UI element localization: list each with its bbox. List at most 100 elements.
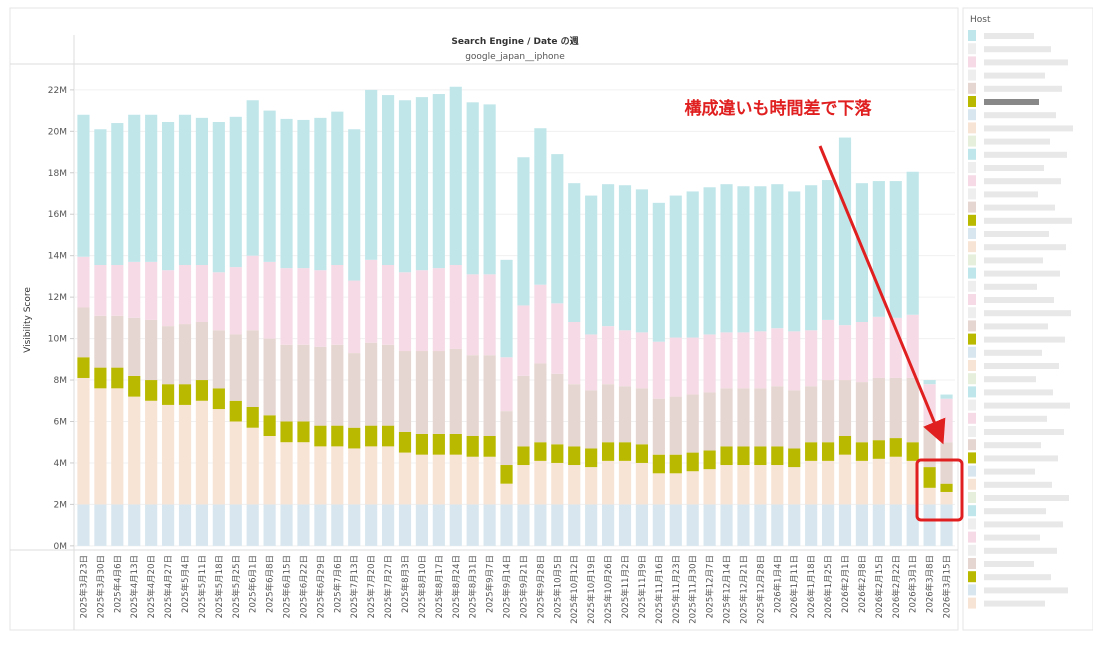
bar-segment [720,504,733,546]
bar-segment [348,504,361,546]
bar-segment [534,504,547,546]
bar-segment [517,504,530,546]
bar-segment [788,448,801,468]
bar-segment [805,504,818,546]
x-tick-label: 2025年8月17日 [434,555,445,618]
bar-segment [246,330,259,407]
bar-segment [449,265,462,349]
x-tick-label: 2026年1月18日 [806,555,817,618]
bar-segment [449,504,462,546]
bar-segment [737,186,750,333]
bar-segment [754,388,767,447]
bar-segment [297,421,310,443]
bar-segment [415,351,429,434]
bar-segment [195,265,209,323]
legend-blurred-label [984,151,1067,158]
bar-segment [398,351,412,432]
bar-segment [212,409,225,505]
bar-segment [415,454,429,505]
legend-swatch [968,135,976,147]
bar-segment [314,117,327,271]
bar-segment [872,316,885,378]
bar-segment [314,504,327,546]
legend-swatch [968,320,976,332]
bar-segment [111,388,124,505]
bar-segment [128,375,141,397]
bar-segment [855,442,869,461]
x-tick-label: 2026年2月1日 [840,555,851,613]
bar-segment [449,454,462,505]
bar-segment [432,351,445,434]
bar-segment [872,458,885,505]
bar-segment [381,265,395,345]
bar-segment [500,411,513,466]
legend-blurred-label [984,468,1035,475]
x-tick-label: 2025年11月2日 [620,555,631,618]
x-tick-label: 2025年10月19日 [586,555,597,624]
bar-segment [161,404,175,505]
legend-blurred-label [984,363,1059,369]
bar-segment [263,436,276,505]
x-tick-label: 2025年11月9日 [637,555,648,618]
bar-segment [466,504,479,546]
bar-segment [754,465,767,505]
legend-swatch [968,267,976,279]
bar-segment [178,265,192,325]
bar-segment [145,261,158,320]
legend-blurred-label [984,46,1051,53]
bar-segment [838,504,852,546]
x-tick-label: 2025年6月1日 [248,555,259,613]
bar-segment [161,270,175,327]
legend-blurred-label [984,244,1066,251]
legend-blurred-label [984,217,1072,224]
legend-swatch [968,571,976,583]
legend-swatch [968,122,976,134]
bar-segment [94,367,107,389]
bar-segment [805,460,818,505]
bar-segment [449,433,462,455]
x-tick-label: 2025年8月24日 [451,555,462,618]
x-tick-label: 2025年5月25日 [231,555,242,618]
bar-segment [855,382,869,443]
legend-blurred-label [984,99,1039,105]
bar-segment [466,355,479,437]
bar-segment [500,465,513,484]
bar-segment [720,465,733,505]
bar-segment [297,504,310,546]
bar-segment [703,392,716,451]
bar-segment [365,89,378,260]
x-tick-label: 2025年6月29日 [315,555,326,618]
legend-swatch [968,531,976,543]
bar-segment [111,367,124,389]
x-tick-label: 2025年9月21日 [518,555,529,618]
bar-segment [686,337,699,395]
legend-blurred-label [984,138,1050,145]
bar-segment [838,436,852,455]
bar-segment [821,319,835,381]
bar-segment [923,380,936,385]
bar-segment [381,425,395,447]
bar-segment [365,259,378,343]
legend-swatch [968,175,976,187]
legend-swatch [968,399,976,411]
bar-segment [906,377,919,443]
bar-segment [517,446,530,466]
x-tick-label: 2026年1月11日 [789,555,800,618]
x-tick-label: 2025年9月28日 [535,555,546,618]
x-tick-label: 2025年5月4日 [180,555,191,613]
legend-swatch [968,148,976,160]
legend-blurred-label [984,574,1051,581]
bar-segment [280,421,293,443]
bar-segment [432,268,445,352]
bar-segment [585,334,598,391]
bar-segment [500,259,513,358]
bar-segment [263,338,276,416]
x-tick-label: 2025年12月28日 [755,555,766,624]
bar-segment [517,465,530,505]
bar-segment [297,344,310,422]
bar-segment [466,274,479,356]
legend-swatch [968,280,976,292]
bar-segment [128,317,141,376]
legend-blurred-label [984,547,1057,554]
x-tick-label: 2025年12月7日 [705,555,716,618]
